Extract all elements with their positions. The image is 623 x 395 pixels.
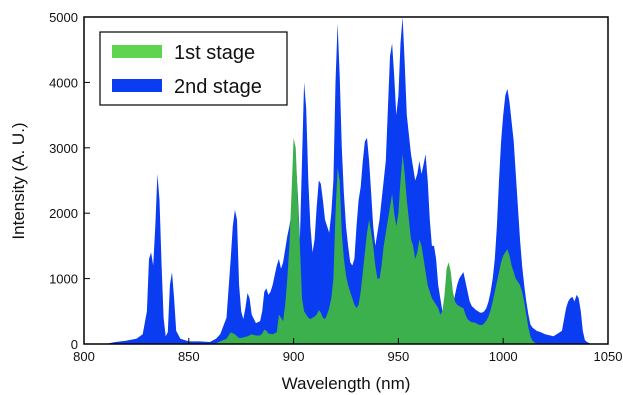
- x-axis-ticks: 800 850 900 950 1000 1050: [73, 338, 622, 364]
- x-tick-label: 900: [283, 349, 305, 364]
- plot-frame: [83, 16, 609, 345]
- y-tick-label: 5000: [49, 10, 78, 25]
- x-tick-label: 950: [388, 349, 410, 364]
- y-tick-label: 0: [71, 337, 78, 352]
- y-axis-title: Intensity (A. U.): [9, 122, 28, 239]
- y-tick-label: 1000: [49, 272, 78, 287]
- y-tick-label: 2000: [49, 206, 78, 221]
- y-axis-ticks: 0 1000 2000 3000 4000 5000: [49, 10, 90, 352]
- plot-area: [84, 17, 608, 344]
- series-area-1st-stage: [84, 138, 608, 344]
- legend-label-1st-stage: 1st stage: [174, 42, 255, 64]
- x-tick-label: 1000: [489, 349, 518, 364]
- legend-swatch-2nd-stage: [112, 79, 162, 92]
- x-tick-label: 1050: [594, 349, 623, 364]
- legend-swatch-1st-stage: [112, 45, 162, 58]
- legend-box: [99, 31, 288, 106]
- y-tick-label: 4000: [49, 75, 78, 90]
- chart-legend: 1st stage 2nd stage: [99, 31, 288, 106]
- x-tick-label: 800: [73, 349, 95, 364]
- x-tick-label: 850: [178, 349, 200, 364]
- x-axis-title: Wavelength (nm): [282, 374, 411, 393]
- legend-label-2nd-stage: 2nd stage: [174, 76, 262, 98]
- y-tick-label: 3000: [49, 141, 78, 156]
